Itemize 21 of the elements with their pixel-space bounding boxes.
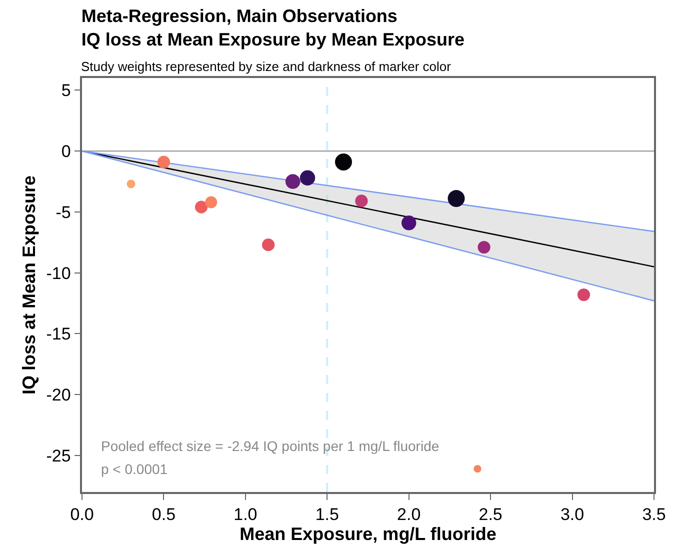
y-tick-label: -25 xyxy=(46,446,71,466)
y-tick-label: 5 xyxy=(61,81,71,100)
y-tick-label: -15 xyxy=(46,324,71,344)
x-tick-label: 2.5 xyxy=(478,505,502,524)
x-tick-label: 0.5 xyxy=(152,505,176,524)
y-tick-label: -20 xyxy=(46,386,71,405)
y-tick-label: 0 xyxy=(61,142,71,162)
chart-subtitle: Study weights represented by size and darkness of marker color xyxy=(81,59,452,74)
x-tick-label: 3.5 xyxy=(642,505,666,524)
chart-title: Meta-Regression, Main Observations IQ loss at Mean Exposure by Mean Exposure xyxy=(81,6,464,50)
x-tick-label: 1.0 xyxy=(234,505,258,524)
y-axis-title: IQ loss at Mean Exposure xyxy=(18,175,39,395)
y-tick-label: -10 xyxy=(46,264,71,283)
y-tick-label: -5 xyxy=(56,202,71,222)
x-axis-title: Mean Exposure, mg/L fluoride xyxy=(240,524,496,544)
x-tick-label: 0.0 xyxy=(70,505,94,524)
annotation: p < 0.0001 xyxy=(101,461,168,477)
annotation: Pooled effect size = -2.94 IQ points per 1 mg/L fluoride xyxy=(101,438,440,454)
x-tick-label: 2.0 xyxy=(397,505,421,524)
x-tick-label: 3.0 xyxy=(560,505,584,524)
x-tick-label: 1.5 xyxy=(315,505,339,524)
